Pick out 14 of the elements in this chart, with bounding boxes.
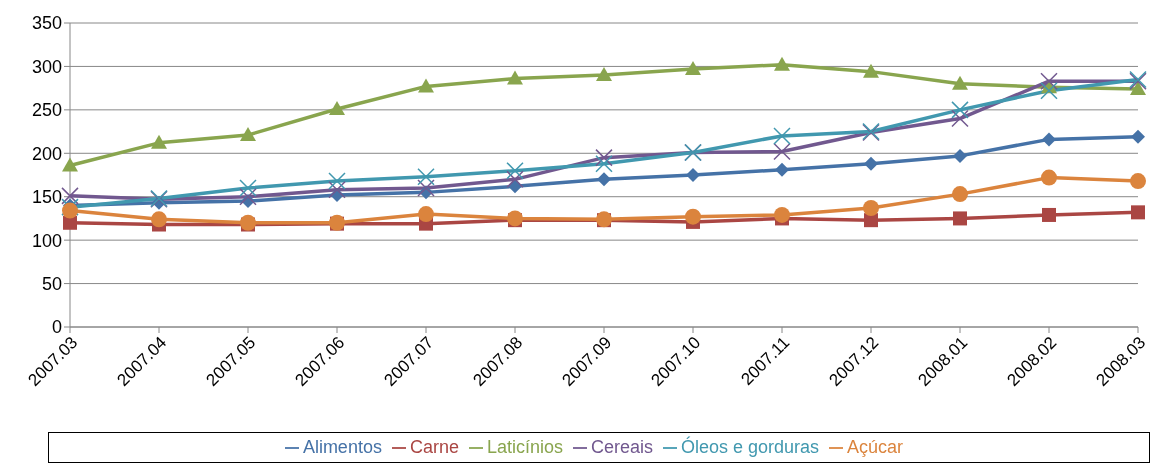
y-tick-label: 250 — [31, 100, 62, 121]
legend-label: Laticínios — [486, 437, 563, 457]
y-tick-label: 300 — [31, 56, 62, 77]
y-tick-label: 200 — [31, 143, 62, 164]
legend-label: Cereais — [590, 437, 654, 457]
legend-label: Alimentos — [302, 437, 382, 457]
y-tick-label: 0 — [51, 317, 62, 338]
y-tick-label: 150 — [31, 187, 62, 208]
y-tick-label: 100 — [31, 230, 62, 251]
y-tick-label: 350 — [31, 13, 62, 34]
legend-label: Carne — [409, 437, 459, 457]
y-tick-label: 50 — [41, 273, 62, 294]
legend-label: Óleos e gorduras — [681, 437, 820, 457]
legend-label: Açúcar — [847, 437, 904, 457]
